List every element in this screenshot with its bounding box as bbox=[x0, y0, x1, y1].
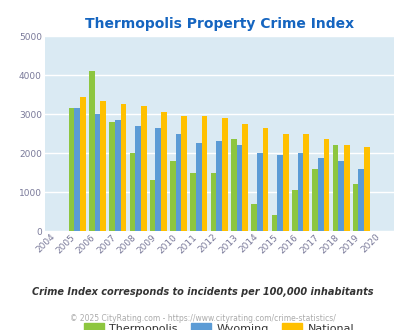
Bar bbox=[271, 215, 277, 231]
Bar bbox=[358, 170, 363, 231]
Bar bbox=[89, 71, 94, 231]
Text: © 2025 CityRating.com - https://www.cityrating.com/crime-statistics/: © 2025 CityRating.com - https://www.city… bbox=[70, 314, 335, 323]
Bar bbox=[352, 184, 358, 231]
Bar bbox=[291, 190, 297, 231]
Text: Crime Index corresponds to incidents per 100,000 inhabitants: Crime Index corresponds to incidents per… bbox=[32, 287, 373, 297]
Bar bbox=[282, 134, 288, 231]
Bar bbox=[222, 118, 227, 231]
Bar bbox=[135, 126, 141, 231]
Bar bbox=[363, 147, 369, 231]
Bar bbox=[129, 153, 135, 231]
Bar bbox=[161, 112, 166, 231]
Bar bbox=[115, 120, 120, 231]
Bar bbox=[297, 153, 303, 231]
Bar bbox=[323, 139, 328, 231]
Bar bbox=[170, 161, 175, 231]
Bar bbox=[120, 105, 126, 231]
Bar bbox=[236, 145, 242, 231]
Bar bbox=[343, 145, 349, 231]
Bar bbox=[332, 145, 337, 231]
Bar bbox=[149, 181, 155, 231]
Bar bbox=[262, 128, 268, 231]
Bar bbox=[190, 173, 196, 231]
Bar bbox=[80, 97, 85, 231]
Bar bbox=[141, 106, 146, 231]
Bar bbox=[74, 108, 80, 231]
Bar bbox=[242, 124, 247, 231]
Bar bbox=[201, 116, 207, 231]
Bar bbox=[256, 153, 262, 231]
Bar bbox=[175, 134, 181, 231]
Bar bbox=[277, 155, 282, 231]
Bar bbox=[155, 128, 161, 231]
Bar bbox=[68, 108, 74, 231]
Bar bbox=[216, 142, 222, 231]
Bar bbox=[337, 161, 343, 231]
Bar bbox=[230, 140, 236, 231]
Title: Thermopolis Property Crime Index: Thermopolis Property Crime Index bbox=[85, 17, 353, 31]
Bar bbox=[100, 101, 106, 231]
Bar bbox=[303, 134, 308, 231]
Legend: Thermopolis, Wyoming, National: Thermopolis, Wyoming, National bbox=[79, 318, 358, 330]
Bar bbox=[181, 116, 187, 231]
Bar bbox=[317, 158, 323, 231]
Bar bbox=[311, 169, 317, 231]
Bar bbox=[210, 173, 216, 231]
Bar bbox=[251, 204, 256, 231]
Bar bbox=[196, 143, 201, 231]
Bar bbox=[109, 122, 115, 231]
Bar bbox=[94, 114, 100, 231]
